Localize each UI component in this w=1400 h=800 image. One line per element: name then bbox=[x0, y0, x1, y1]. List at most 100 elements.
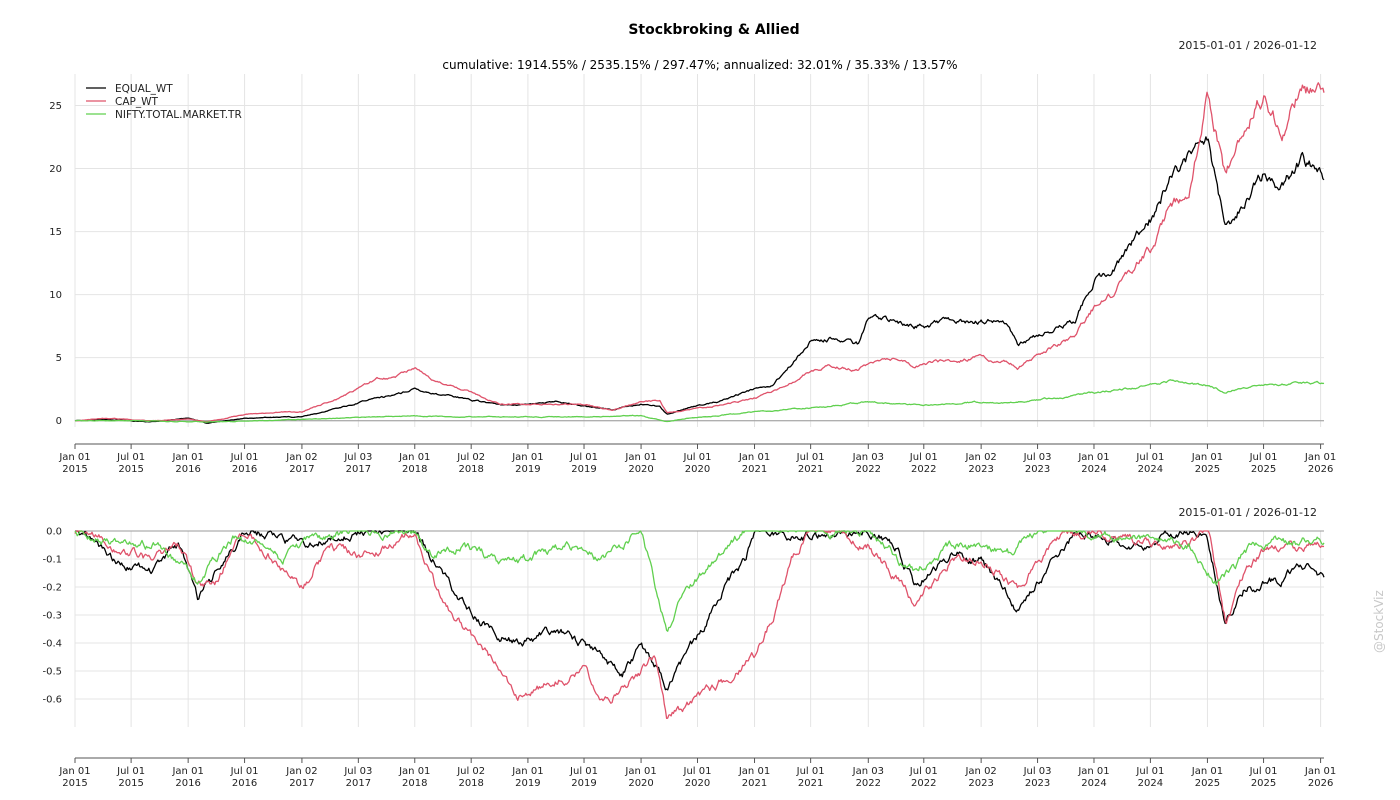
x-tick-year: 2022 bbox=[856, 778, 881, 789]
x-tick-year: 2015 bbox=[118, 778, 143, 789]
x-tick-label: Jul 01 bbox=[569, 766, 598, 777]
x-tick-label: Jul 01 bbox=[909, 452, 938, 463]
y-tick-label: -0.3 bbox=[42, 611, 62, 622]
x-tick-year: 2021 bbox=[798, 778, 823, 789]
x-tick-year: 2018 bbox=[402, 464, 427, 475]
x-tick-label: Jan 01 bbox=[1304, 766, 1336, 777]
series-line bbox=[74, 530, 1325, 720]
x-tick-year: 2018 bbox=[458, 464, 483, 475]
x-tick-year: 2017 bbox=[346, 464, 371, 475]
y-tick-label: -0.2 bbox=[42, 583, 62, 594]
x-tick-year: 2025 bbox=[1251, 778, 1276, 789]
y-tick-label: 15 bbox=[49, 227, 62, 238]
x-tick-label: Jan 01 bbox=[1077, 766, 1109, 777]
x-tick-label: Jul 03 bbox=[343, 766, 372, 777]
x-tick-year: 2020 bbox=[628, 778, 653, 789]
series-line bbox=[74, 136, 1325, 424]
x-tick-year: 2025 bbox=[1195, 464, 1220, 475]
x-tick-label: Jan 02 bbox=[285, 766, 317, 777]
x-tick-label: Jan 02 bbox=[285, 452, 317, 463]
x-tick-label: Jan 01 bbox=[58, 766, 90, 777]
x-tick-label: Jan 01 bbox=[171, 452, 203, 463]
x-tick-label: Jul 03 bbox=[1023, 452, 1052, 463]
x-tick-label: Jul 01 bbox=[230, 766, 259, 777]
x-tick-year: 2024 bbox=[1081, 464, 1106, 475]
watermark: @StockViz bbox=[1372, 590, 1386, 653]
x-tick-year: 2025 bbox=[1251, 464, 1276, 475]
x-tick-label: Jan 01 bbox=[624, 452, 656, 463]
date-range-bottom: 2015-01-01 / 2026-01-12 bbox=[1178, 506, 1317, 519]
x-tick-label: Jan 02 bbox=[964, 766, 996, 777]
x-tick-label: Jan 01 bbox=[511, 452, 543, 463]
x-tick-year: 2020 bbox=[628, 464, 653, 475]
x-tick-label: Jan 01 bbox=[624, 766, 656, 777]
y-tick-label: 0 bbox=[56, 416, 62, 427]
series-line bbox=[74, 530, 1325, 632]
x-tick-year: 2022 bbox=[856, 464, 881, 475]
x-tick-label: Jan 01 bbox=[398, 452, 430, 463]
x-tick-label: Jan 01 bbox=[58, 452, 90, 463]
chart-subtitle: cumulative: 1914.55% / 2535.15% / 297.47… bbox=[442, 58, 957, 72]
y-tick-label: -0.6 bbox=[42, 695, 62, 706]
x-tick-label: Jan 01 bbox=[1304, 452, 1336, 463]
x-tick-year: 2016 bbox=[232, 464, 257, 475]
x-tick-label: Jan 01 bbox=[398, 766, 430, 777]
x-tick-label: Jul 02 bbox=[456, 452, 485, 463]
x-tick-label: Jul 01 bbox=[1135, 766, 1164, 777]
x-tick-year: 2021 bbox=[742, 778, 767, 789]
x-tick-year: 2026 bbox=[1308, 464, 1333, 475]
x-tick-label: Jul 01 bbox=[909, 766, 938, 777]
x-tick-label: Jul 01 bbox=[230, 452, 259, 463]
y-tick-label: 25 bbox=[49, 101, 62, 112]
y-tick-label: 10 bbox=[49, 290, 62, 301]
x-tick-year: 2021 bbox=[798, 464, 823, 475]
x-tick-label: Jan 03 bbox=[852, 766, 884, 777]
series-line bbox=[74, 379, 1325, 423]
x-tick-year: 2025 bbox=[1195, 778, 1220, 789]
x-tick-label: Jan 03 bbox=[852, 452, 884, 463]
y-tick-label: 0.0 bbox=[46, 527, 62, 538]
x-tick-year: 2020 bbox=[685, 464, 710, 475]
x-tick-year: 2023 bbox=[968, 464, 993, 475]
x-tick-year: 2019 bbox=[571, 778, 596, 789]
x-tick-year: 2019 bbox=[571, 464, 596, 475]
x-tick-year: 2020 bbox=[685, 778, 710, 789]
y-tick-label: 20 bbox=[49, 164, 62, 175]
x-tick-label: Jul 03 bbox=[1023, 766, 1052, 777]
x-tick-year: 2015 bbox=[62, 778, 87, 789]
x-tick-label: Jul 01 bbox=[683, 452, 712, 463]
series-line bbox=[74, 82, 1325, 423]
y-tick-label: -0.5 bbox=[42, 667, 62, 678]
x-tick-year: 2024 bbox=[1081, 778, 1106, 789]
x-tick-label: Jul 01 bbox=[116, 766, 145, 777]
legend-label: EQUAL_WT bbox=[115, 83, 173, 95]
legend-label: CAP_WT bbox=[115, 96, 158, 108]
x-tick-year: 2016 bbox=[232, 778, 257, 789]
x-tick-year: 2023 bbox=[1025, 778, 1050, 789]
x-tick-label: Jul 01 bbox=[1249, 766, 1278, 777]
x-tick-year: 2023 bbox=[968, 778, 993, 789]
x-tick-year: 2017 bbox=[289, 778, 314, 789]
x-tick-label: Jan 01 bbox=[171, 766, 203, 777]
x-tick-year: 2017 bbox=[346, 778, 371, 789]
x-tick-label: Jan 01 bbox=[1191, 452, 1223, 463]
y-tick-label: 5 bbox=[56, 353, 62, 364]
x-tick-year: 2024 bbox=[1138, 778, 1163, 789]
y-tick-label: -0.1 bbox=[42, 555, 62, 566]
x-tick-year: 2022 bbox=[911, 778, 936, 789]
x-tick-year: 2022 bbox=[911, 464, 936, 475]
x-tick-year: 2015 bbox=[118, 464, 143, 475]
x-tick-label: Jul 03 bbox=[343, 452, 372, 463]
series-line bbox=[74, 530, 1325, 691]
x-tick-label: Jan 01 bbox=[738, 452, 770, 463]
y-tick-label: -0.4 bbox=[42, 639, 62, 650]
x-tick-label: Jul 01 bbox=[1135, 452, 1164, 463]
date-range-top: 2015-01-01 / 2026-01-12 bbox=[1178, 39, 1317, 52]
x-tick-label: Jul 01 bbox=[796, 766, 825, 777]
x-tick-year: 2024 bbox=[1138, 464, 1163, 475]
x-tick-label: Jan 01 bbox=[738, 766, 770, 777]
legend-label: NIFTY.TOTAL.MARKET.TR bbox=[115, 109, 242, 121]
